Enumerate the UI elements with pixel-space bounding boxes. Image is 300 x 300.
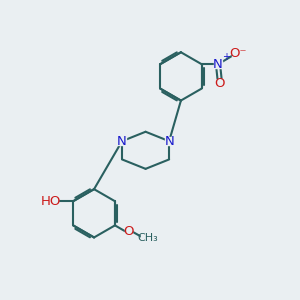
Bar [232, 49, 243, 57]
Bar [216, 80, 223, 87]
Bar [142, 234, 153, 242]
Text: N: N [117, 135, 127, 148]
Bar [118, 137, 126, 145]
Bar [214, 60, 222, 68]
Text: N: N [164, 135, 174, 148]
Bar [165, 137, 173, 145]
Text: HO: HO [41, 195, 61, 208]
Text: +: + [222, 52, 230, 62]
Text: CH₃: CH₃ [137, 233, 158, 243]
Text: O: O [123, 225, 134, 239]
Text: O: O [214, 77, 225, 90]
Text: O⁻: O⁻ [229, 46, 247, 60]
Text: N: N [213, 58, 223, 71]
Bar [44, 197, 58, 206]
Bar [125, 228, 132, 236]
